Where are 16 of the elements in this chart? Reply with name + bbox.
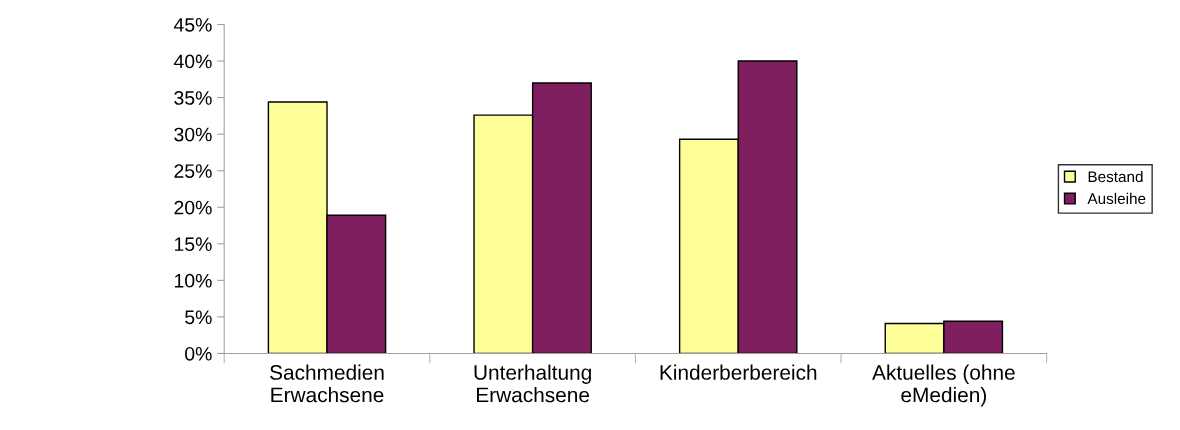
legend-label: Bestand [1088, 170, 1143, 183]
legend-label: Ausleihe [1087, 192, 1146, 205]
x-tick-label: Aktuelles (ohne eMedien) [872, 364, 1015, 407]
y-tick-label: 45% [173, 18, 212, 32]
y-tick-label: 20% [174, 200, 212, 215]
y-tick-label: 5% [185, 310, 212, 325]
y-tick-label: 35% [174, 91, 212, 105]
y-tick-label: 25% [174, 164, 212, 178]
y-tick-label: 0% [185, 346, 212, 361]
y-tick-label: 40% [173, 54, 212, 69]
x-tick-label: Kinderberbereich [660, 364, 817, 380]
y-tick-label: 15% [174, 237, 212, 252]
y-tick-label: 10% [174, 273, 212, 288]
y-tick-label: 30% [174, 127, 212, 142]
x-tick-label: Sachmedien Erwachsene [270, 364, 384, 403]
x-tick-label: Unterhaltung Erwachsene [474, 364, 591, 403]
